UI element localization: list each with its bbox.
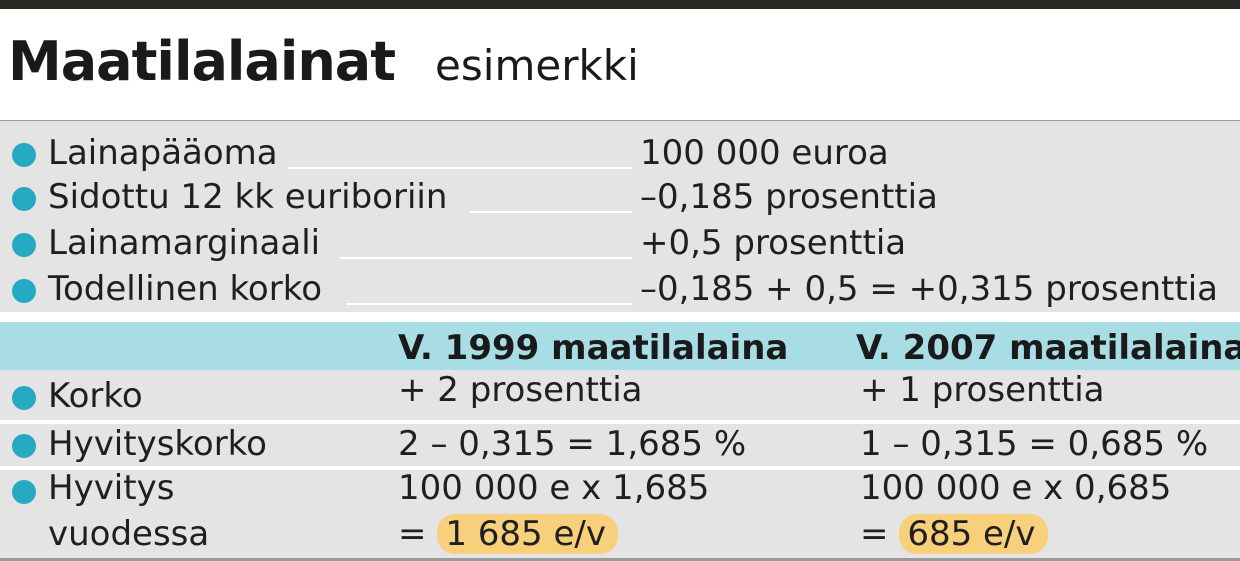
loan-facts-panel: Lainapääoma 100 000 euroa Sidottu 12 kk …: [0, 120, 1240, 313]
fact-label: Todellinen korko: [48, 269, 322, 309]
bullet-icon: [12, 187, 36, 211]
bullet-icon: [12, 279, 36, 303]
page-subtitle: esimerkki: [435, 41, 639, 90]
fact-label: Lainapääoma: [48, 133, 278, 173]
column-header-2007: V. 2007 maatilalaina: [856, 328, 1240, 368]
section-gap: [0, 312, 1240, 322]
row-korko: Korko + 2 prosenttia + 1 prosenttia: [0, 370, 1240, 420]
row-separator: [0, 466, 1240, 470]
equals-sign: =: [860, 514, 889, 554]
fact-value: –0,185 prosenttia: [640, 177, 938, 217]
leader-line: [288, 167, 632, 169]
hyvitys-1999-result-line: = 1 685 e/v: [398, 514, 618, 554]
page-title: Maatilalainat: [8, 30, 396, 93]
bottom-rule: [0, 558, 1240, 561]
row-label-line1: Hyvitys: [48, 468, 175, 508]
row-label: Korko: [48, 376, 143, 416]
bullet-icon: [12, 480, 36, 504]
row-label: Hyvityskorko: [48, 424, 267, 464]
fact-value: +0,5 prosenttia: [640, 223, 907, 263]
hyvityskorko-2007: 1 – 0,315 = 0,685 %: [860, 424, 1209, 464]
fact-row-euribor: Sidottu 12 kk euriboriin –0,185 prosentt…: [0, 173, 1240, 219]
hyvitys-1999-calc: 100 000 e x 1,685: [398, 468, 710, 508]
fact-value: –0,185 + 0,5 = +0,315 prosenttia: [640, 269, 1218, 309]
korko-1999: + 2 prosenttia: [398, 370, 643, 410]
fact-row-principal: Lainapääoma 100 000 euroa: [0, 129, 1240, 175]
korko-2007: + 1 prosenttia: [860, 370, 1105, 410]
fact-row-actual-rate: Todellinen korko –0,185 + 0,5 = +0,315 p…: [0, 265, 1240, 311]
hyvityskorko-1999: 2 – 0,315 = 1,685 %: [398, 424, 747, 464]
hyvitys-2007-result-line: = 685 e/v: [860, 514, 1048, 554]
bullet-icon: [12, 233, 36, 257]
row-label-line2: vuodessa: [48, 514, 210, 554]
fact-label: Lainamarginaali: [48, 223, 321, 263]
column-header-1999: V. 1999 maatilalaina: [398, 328, 789, 368]
leader-line: [470, 211, 632, 213]
bullet-icon: [12, 143, 36, 167]
bullet-icon: [12, 434, 36, 458]
bullet-icon: [12, 386, 36, 410]
comparison-header: V. 1999 maatilalaina V. 2007 maatilalain…: [0, 322, 1240, 370]
fact-label: Sidottu 12 kk euriboriin: [48, 177, 448, 217]
top-rule: [0, 0, 1240, 9]
hyvitys-2007-calc: 100 000 e x 0,685: [860, 468, 1172, 508]
leader-line: [340, 257, 632, 259]
highlighted-result-1999: 1 685 e/v: [437, 514, 618, 554]
header: Maatilalainat esimerkki: [8, 30, 639, 100]
row-separator: [0, 420, 1240, 424]
leader-line: [346, 303, 632, 305]
fact-row-margin: Lainamarginaali +0,5 prosenttia: [0, 219, 1240, 265]
highlighted-result-2007: 685 e/v: [899, 514, 1048, 554]
equals-sign: =: [398, 514, 427, 554]
row-hyvitys: Hyvitys vuodessa 100 000 e x 1,685 = 1 6…: [0, 468, 1240, 558]
row-hyvityskorko: Hyvityskorko 2 – 0,315 = 1,685 % 1 – 0,3…: [0, 424, 1240, 466]
fact-value: 100 000 euroa: [640, 133, 889, 173]
